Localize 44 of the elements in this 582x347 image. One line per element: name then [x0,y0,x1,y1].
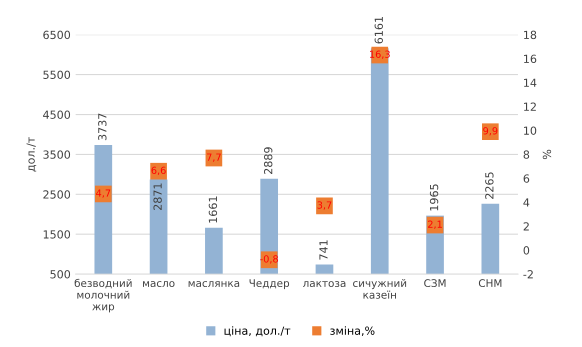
x-tick-label: масло [143,281,175,288]
data-label: 2889 [264,147,272,174]
y2-tick-label: 16 [524,54,536,64]
y2-tick-label: 18 [524,30,536,40]
data-label: 7,7 [206,154,221,162]
data-label: 2,1 [428,220,442,229]
data-label: 6161 [374,16,383,44]
y2-tick-label: 10 [524,126,536,135]
x-tick-label: Чеддер [250,279,290,290]
data-label: 1965 [430,184,438,210]
y-tick-label: 500 [50,270,70,279]
y2-tick-label: 2 [524,222,529,230]
data-label: 1661 [208,196,218,223]
x-tick-label: СЗМ [424,279,446,288]
y2-tick-label: 4 [523,198,530,207]
x-tick-label: безводний молочний жир [74,278,132,312]
y2-tick-label: -2 [523,270,533,278]
y2-tick-label: 6 [524,174,530,183]
data-label: 3,7 [317,201,332,210]
data-label: 2871 [153,184,162,210]
x-tick-label: сичужний казеїн [353,279,406,299]
x-tick-label: маслянка [188,281,240,288]
data-label: 6,6 [152,166,166,175]
y-tick-label: 5500 [43,70,70,79]
data-label: 741 [319,240,328,260]
x-tick-label: СНМ [478,279,502,288]
y2-tick-label: 12 [524,102,536,111]
y2-tick-label: 8 [524,150,530,159]
y-tick-label: 2500 [43,190,70,199]
y-axis-title: дол./т [26,137,36,172]
y2-axis-title: % [542,150,552,160]
y2-tick-label: 14 [524,78,536,87]
y-tick-label: 6500 [43,30,70,40]
data-label: 2265 [485,172,494,199]
legend-label: ціна, дол./т [224,326,290,336]
data-label: 4,7 [96,190,110,198]
y-tick-label: 1500 [44,230,70,239]
y2-tick-label: 0 [524,246,530,255]
y-tick-label: 4500 [43,110,70,119]
data-label: 3737 [98,114,107,140]
legend-label: зміна,% [330,326,374,336]
data-label: 9,9 [483,127,498,136]
y-tick-label: 3500 [43,150,70,159]
x-tick-label: лактоза [303,281,346,288]
